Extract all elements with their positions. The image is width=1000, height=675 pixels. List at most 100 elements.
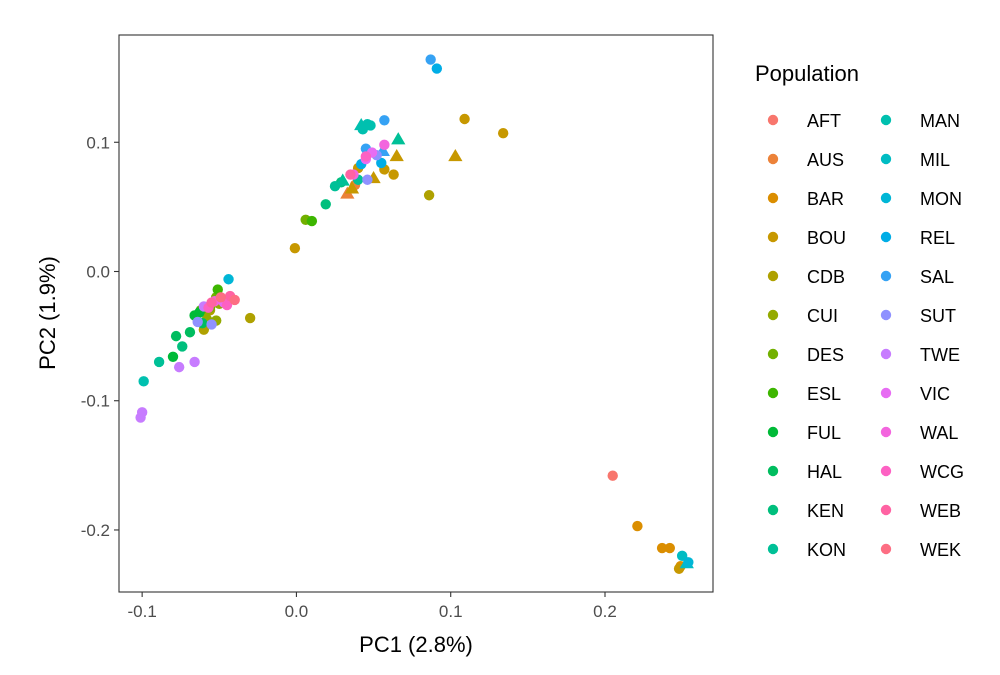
point-mil — [676, 550, 688, 562]
legend-label-cui: CUI — [807, 306, 838, 326]
legend-label-esl: ESL — [807, 384, 841, 404]
legend-title: Population — [755, 61, 859, 86]
legend-label-man: MAN — [920, 111, 960, 131]
legend-label-ken: KEN — [807, 501, 844, 521]
point-bar — [664, 542, 675, 554]
point-ken — [320, 199, 331, 210]
point-sut — [206, 319, 217, 330]
point-sut — [362, 174, 373, 185]
point-cdb — [244, 312, 256, 324]
x-tick-label: 0.1 — [439, 602, 463, 621]
legend-label-mon: MON — [920, 189, 962, 209]
legend-key-twe — [880, 348, 892, 360]
legend: AFT AUS BAR BOU CDB CUI DES ESL FUL HAL KEN KON MAN M… — [767, 111, 964, 560]
legend-label-sal: SAL — [920, 267, 954, 287]
x-tick-label: -0.1 — [127, 602, 156, 621]
point-rel — [431, 63, 443, 74]
data-points — [135, 54, 694, 574]
legend-label-mil: MIL — [920, 150, 950, 170]
legend-key-rel — [880, 231, 892, 243]
legend-label-des: DES — [807, 345, 844, 365]
x-tick-label: 0.2 — [593, 602, 617, 621]
legend-key-wek — [880, 543, 892, 555]
point-twe — [135, 412, 146, 423]
legend-key-sut — [880, 309, 892, 321]
legend-label-rel: REL — [920, 228, 955, 248]
legend-label-aus: AUS — [807, 150, 844, 170]
point-bou — [459, 113, 470, 125]
legend-label-wek: WEK — [920, 540, 961, 560]
legend-key-ful — [767, 426, 779, 438]
legend-key-mon — [880, 192, 892, 204]
point-ken — [177, 341, 188, 352]
legend-label-ful: FUL — [807, 423, 841, 443]
legend-key-esl — [767, 387, 779, 399]
point-bar — [632, 520, 643, 532]
point-bou — [389, 148, 404, 162]
legend-label-sut: SUT — [920, 306, 956, 326]
legend-label-twe: TWE — [920, 345, 960, 365]
x-axis-title: PC1 (2.8%) — [359, 632, 473, 657]
point-cdb — [423, 190, 435, 201]
point-wek — [229, 294, 240, 306]
legend-key-man — [880, 114, 892, 126]
legend-label-bou: BOU — [807, 228, 846, 248]
point-bou — [497, 128, 509, 139]
legend-key-cdb — [767, 270, 779, 282]
point-bou — [448, 148, 463, 162]
point-hal — [184, 327, 196, 338]
y-axis: -0.2 -0.1 0.0 0.1 — [81, 133, 119, 540]
y-tick-label: -0.1 — [81, 392, 110, 411]
point-man — [354, 117, 369, 131]
legend-label-web: WEB — [920, 501, 961, 521]
point-sal — [425, 54, 436, 65]
legend-label-kon: KON — [807, 540, 846, 560]
point-bou — [289, 243, 301, 254]
point-web — [345, 169, 356, 180]
point-web — [206, 297, 217, 308]
point-aft — [607, 470, 618, 481]
legend-label-cdb: CDB — [807, 267, 845, 287]
point-mon — [683, 557, 694, 568]
point-bou — [344, 181, 360, 194]
point-kon — [335, 173, 350, 186]
legend-key-aft — [767, 114, 779, 126]
point-kon — [391, 132, 406, 145]
y-axis-title: PC2 (1.9%) — [35, 256, 60, 370]
point-kon — [153, 356, 165, 368]
point-ful — [167, 351, 179, 362]
y-tick-label: -0.2 — [81, 521, 110, 540]
y-tick-label: 0.1 — [86, 133, 110, 152]
x-axis: -0.1 0.0 0.1 0.2 — [127, 592, 617, 621]
legend-key-vic — [880, 387, 892, 399]
legend-key-ken — [767, 504, 779, 516]
legend-key-wal — [880, 426, 892, 438]
point-twe — [189, 356, 200, 368]
point-sut — [192, 316, 203, 328]
point-wcg — [360, 151, 372, 162]
point-man — [365, 120, 376, 131]
legend-key-bar — [767, 192, 779, 204]
point-twe — [173, 361, 185, 373]
y-tick-label: 0.0 — [86, 262, 110, 281]
legend-key-hal — [767, 465, 779, 477]
legend-label-vic: VIC — [920, 384, 950, 404]
legend-label-bar: BAR — [807, 189, 844, 209]
legend-label-hal: HAL — [807, 462, 842, 482]
legend-key-sal — [880, 270, 892, 282]
point-wek — [215, 292, 227, 303]
legend-key-cui — [767, 309, 779, 321]
point-esl — [306, 215, 318, 227]
legend-key-kon — [767, 543, 779, 555]
point-mon — [223, 274, 234, 285]
point-bou — [388, 169, 399, 180]
point-bar — [656, 542, 668, 554]
legend-key-web — [880, 504, 892, 516]
x-tick-label: 0.0 — [285, 602, 309, 621]
legend-key-bou — [767, 231, 779, 243]
point-man — [138, 376, 149, 387]
legend-key-wcg — [880, 465, 892, 477]
legend-key-des — [767, 348, 779, 360]
point-wcg — [221, 299, 233, 311]
legend-label-wal: WAL — [920, 423, 958, 443]
